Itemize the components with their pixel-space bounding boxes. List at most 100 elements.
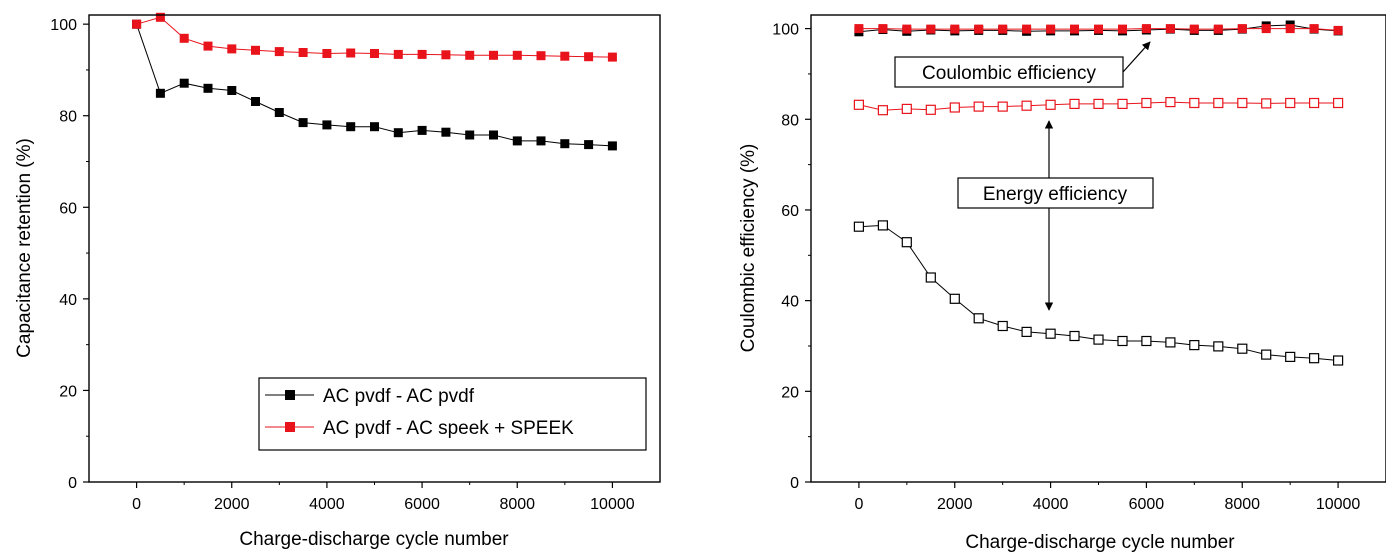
data-point bbox=[1069, 98, 1080, 110]
data-point bbox=[1022, 24, 1032, 34]
axis-ticks: 0 2000 4000 6000 8000 10000 0 20 40 60 80 100 bbox=[772, 22, 1360, 513]
legend-box bbox=[258, 377, 647, 451]
data-point bbox=[901, 103, 912, 115]
data-point bbox=[560, 51, 570, 61]
annotation-label: Energy efficiency bbox=[983, 184, 1128, 205]
data-point bbox=[949, 293, 960, 304]
x-tick-label: 4000 bbox=[309, 496, 345, 513]
annotation-box bbox=[957, 177, 1154, 209]
series-3 bbox=[853, 96, 1344, 116]
y-tick-label: 80 bbox=[781, 112, 799, 129]
data-point bbox=[1189, 97, 1200, 109]
data-point bbox=[370, 49, 379, 58]
data-point bbox=[1141, 97, 1152, 109]
annotation-arrow bbox=[1122, 41, 1151, 73]
data-point bbox=[925, 104, 936, 115]
data-point bbox=[393, 49, 403, 59]
data-point bbox=[512, 50, 522, 60]
y-axis-title: Coulombic efficiency (%) bbox=[738, 144, 759, 353]
data-point bbox=[1285, 24, 1295, 34]
data-point bbox=[584, 140, 594, 150]
data-point bbox=[512, 136, 522, 146]
capacitance-retention-chart: 0 2000 4000 6000 8000 10000 0 20 40 60 80 100 Charg… bbox=[14, 12, 661, 550]
data-point bbox=[465, 50, 475, 60]
x-tick-label: 6000 bbox=[1129, 496, 1165, 513]
y-tick-label: 40 bbox=[59, 292, 77, 309]
data-point bbox=[251, 45, 260, 55]
annotation-coulombic-efficiency: Coulombic efficiency bbox=[894, 41, 1151, 88]
y-tick-label: 20 bbox=[781, 384, 799, 401]
x-tick-label: 0 bbox=[854, 496, 863, 513]
data-point bbox=[417, 49, 427, 59]
legend: AC pvdf - AC pvdf AC pvdf - AC speek + S… bbox=[258, 377, 647, 451]
data-point bbox=[997, 101, 1008, 112]
x-tick-label: 2000 bbox=[937, 496, 973, 513]
data-point bbox=[1165, 24, 1175, 34]
data-point bbox=[1070, 24, 1079, 34]
annotation-label: Coulombic efficiency bbox=[922, 63, 1096, 84]
data-point bbox=[853, 99, 865, 110]
data-point bbox=[1093, 334, 1104, 345]
legend-marker bbox=[285, 390, 295, 400]
x-tick-label: 2000 bbox=[214, 496, 250, 513]
data-point bbox=[536, 136, 546, 146]
data-point bbox=[203, 41, 213, 51]
legend-marker bbox=[285, 422, 295, 432]
data-point bbox=[902, 24, 912, 34]
data-point bbox=[877, 105, 889, 116]
data-point bbox=[974, 24, 984, 34]
data-point bbox=[1213, 341, 1224, 352]
data-point bbox=[417, 125, 427, 135]
y-tick-label: 80 bbox=[59, 109, 77, 126]
data-point bbox=[1213, 24, 1223, 34]
data-point bbox=[1237, 343, 1248, 354]
data-point bbox=[322, 120, 332, 130]
data-point bbox=[1117, 335, 1128, 347]
data-point bbox=[1308, 353, 1320, 364]
data-point bbox=[950, 24, 960, 34]
data-point bbox=[1261, 24, 1271, 34]
data-point bbox=[1165, 337, 1176, 348]
data-point bbox=[1094, 24, 1103, 34]
data-point bbox=[1045, 99, 1056, 110]
chart-marks bbox=[132, 12, 617, 151]
series-2 bbox=[132, 12, 617, 62]
data-point bbox=[877, 220, 889, 231]
data-point bbox=[1189, 340, 1200, 351]
annotation-box bbox=[894, 56, 1124, 88]
data-point bbox=[274, 108, 284, 117]
y-tick-label: 0 bbox=[790, 475, 799, 492]
data-point bbox=[1046, 24, 1056, 34]
data-point bbox=[1333, 25, 1343, 35]
data-point bbox=[298, 48, 308, 57]
y-tick-label: 60 bbox=[781, 203, 799, 220]
y-axis-title: Capacitance retention (%) bbox=[14, 138, 35, 358]
axis-ticks: 0 2000 4000 6000 8000 10000 0 20 40 60 80 100 bbox=[50, 17, 634, 513]
data-point bbox=[132, 19, 142, 29]
data-point bbox=[203, 83, 213, 93]
data-point bbox=[1237, 97, 1248, 109]
data-point bbox=[1165, 96, 1176, 108]
x-tick-label: 8000 bbox=[499, 496, 535, 513]
data-point bbox=[227, 44, 237, 54]
data-point bbox=[1261, 98, 1272, 109]
data-point bbox=[1117, 98, 1128, 110]
y-tick-label: 40 bbox=[781, 294, 799, 311]
x-axis-title: Charge-discharge cycle number bbox=[239, 529, 509, 550]
data-point bbox=[1069, 330, 1080, 342]
data-point bbox=[1093, 98, 1104, 110]
coulombic-efficiency-chart: 0 2000 4000 6000 8000 10000 0 20 40 60 80 100 Charg… bbox=[738, 14, 1386, 553]
data-point bbox=[536, 51, 546, 61]
data-point bbox=[489, 130, 498, 140]
data-point bbox=[155, 12, 165, 22]
y-tick-label: 20 bbox=[59, 383, 77, 400]
data-point bbox=[322, 49, 332, 58]
data-point bbox=[346, 122, 356, 132]
data-point bbox=[1237, 24, 1247, 34]
data-point bbox=[227, 86, 237, 95]
legend-item-series-1: AC pvdf - AC pvdf bbox=[265, 386, 475, 407]
data-point bbox=[155, 88, 165, 98]
y-tick-label: 100 bbox=[50, 17, 77, 34]
data-point bbox=[489, 50, 498, 60]
x-tick-label: 10000 bbox=[1316, 496, 1361, 513]
